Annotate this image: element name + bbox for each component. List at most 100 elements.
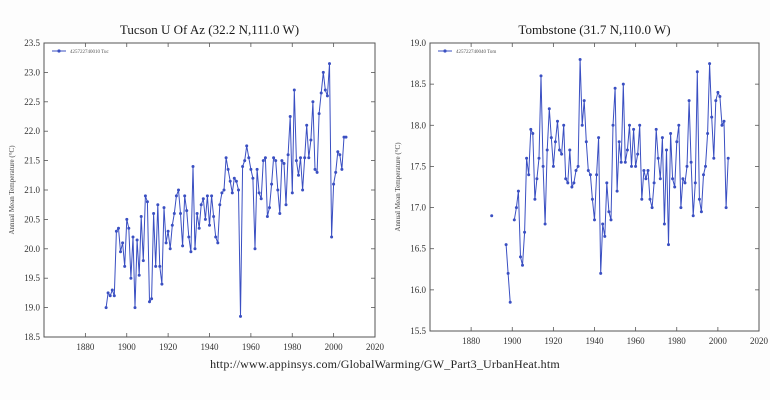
data-point <box>328 62 331 66</box>
data-point <box>197 226 201 230</box>
data-point <box>580 123 584 127</box>
data-point <box>523 230 527 234</box>
data-point <box>183 194 187 198</box>
data-point <box>654 127 658 131</box>
data-point <box>114 229 118 233</box>
data-point <box>199 203 203 207</box>
data-point <box>490 214 494 218</box>
data-point <box>253 247 257 251</box>
x-tick-label: 1940 <box>586 336 605 346</box>
x-tick-label: 1940 <box>201 342 220 352</box>
legend-label: 425722740010 Tuc <box>70 50 110 55</box>
x-tick-label: 1900 <box>503 336 522 346</box>
x-tick-label: 1900 <box>118 342 137 352</box>
data-point <box>564 177 568 181</box>
data-point <box>288 115 292 118</box>
y-tick-label: 18.5 <box>24 332 40 342</box>
data-point <box>609 218 613 222</box>
y-tick-label: 16.0 <box>410 285 426 295</box>
y-tick-label: 23.5 <box>24 38 40 48</box>
data-point <box>535 177 539 181</box>
data-point <box>135 238 139 242</box>
data-point <box>164 241 168 245</box>
data-point <box>572 181 576 185</box>
data-point <box>685 164 689 168</box>
data-point <box>117 226 120 230</box>
y-tick-label: 23.0 <box>24 67 40 77</box>
data-point <box>156 203 160 207</box>
data-point <box>726 156 730 160</box>
data-point <box>722 119 726 123</box>
data-point <box>504 243 508 247</box>
data-point <box>133 306 137 310</box>
y-tick-label: 15.5 <box>410 326 426 336</box>
data-point <box>699 210 703 214</box>
y-tick-label: 18.5 <box>410 79 426 89</box>
data-point <box>588 173 592 177</box>
data-point <box>549 136 553 140</box>
data-point <box>576 164 580 168</box>
data-point <box>599 271 603 275</box>
data-point <box>586 169 590 172</box>
data-point <box>321 70 325 74</box>
data-point <box>625 148 629 152</box>
data-point <box>652 181 656 185</box>
data-point <box>671 177 675 181</box>
data-point <box>232 176 236 180</box>
y-tick-label: 22.5 <box>24 97 40 107</box>
data-point <box>241 165 245 168</box>
data-point <box>527 173 531 177</box>
data-point <box>621 82 625 86</box>
data-point <box>582 99 586 103</box>
data-point <box>243 159 247 163</box>
y-axis-label: Annual Mean Temperature (°C) <box>8 145 16 235</box>
data-point <box>201 197 205 201</box>
data-point <box>195 212 199 215</box>
data-point <box>702 173 705 177</box>
data-point <box>179 212 182 215</box>
y-axis-label: Annual Mean Temperature (°C) <box>394 142 402 232</box>
y-tick-label: 17.0 <box>410 203 426 213</box>
data-point <box>185 209 189 213</box>
data-point <box>340 167 344 171</box>
data-point <box>110 288 114 292</box>
data-point <box>154 264 158 268</box>
data-point <box>224 156 228 160</box>
data-point <box>689 160 693 164</box>
data-point <box>628 123 631 127</box>
data-point <box>603 234 607 238</box>
data-point <box>191 165 195 168</box>
x-tick-label: 1980 <box>668 336 687 346</box>
data-point <box>516 189 520 193</box>
data-point <box>560 152 564 156</box>
data-point <box>508 300 512 304</box>
data-point <box>297 173 300 177</box>
data-point <box>299 156 302 160</box>
data-point <box>152 212 156 215</box>
legend-marker <box>57 49 61 53</box>
data-point <box>658 177 662 181</box>
data-point <box>280 159 284 163</box>
data-point <box>162 206 166 210</box>
data-point <box>634 164 638 168</box>
data-point <box>332 182 336 186</box>
y-tick-label: 19.0 <box>410 38 426 48</box>
data-point <box>168 247 172 251</box>
data-point <box>255 167 259 171</box>
tombstone-chart-panel: Tombstone (31.7 N,110.0 W) 1880 1900 1920 19… <box>385 0 770 360</box>
data-point <box>605 181 609 185</box>
data-point <box>558 148 561 152</box>
y-tick-label: 21.5 <box>24 156 40 166</box>
data-point <box>512 218 516 222</box>
data-point <box>290 191 294 195</box>
data-point <box>251 176 255 180</box>
data-point <box>323 88 327 92</box>
data-point <box>533 197 537 201</box>
y-tick-label: 19.5 <box>24 273 40 283</box>
data-point <box>222 188 226 192</box>
data-point <box>613 86 617 90</box>
tucson-chart-panel: Tucson U Of Az (32.2 N,111.0 W) 1880 1900 1… <box>0 0 385 360</box>
data-point <box>193 247 197 251</box>
data-point <box>276 188 280 192</box>
data-point <box>319 91 323 95</box>
